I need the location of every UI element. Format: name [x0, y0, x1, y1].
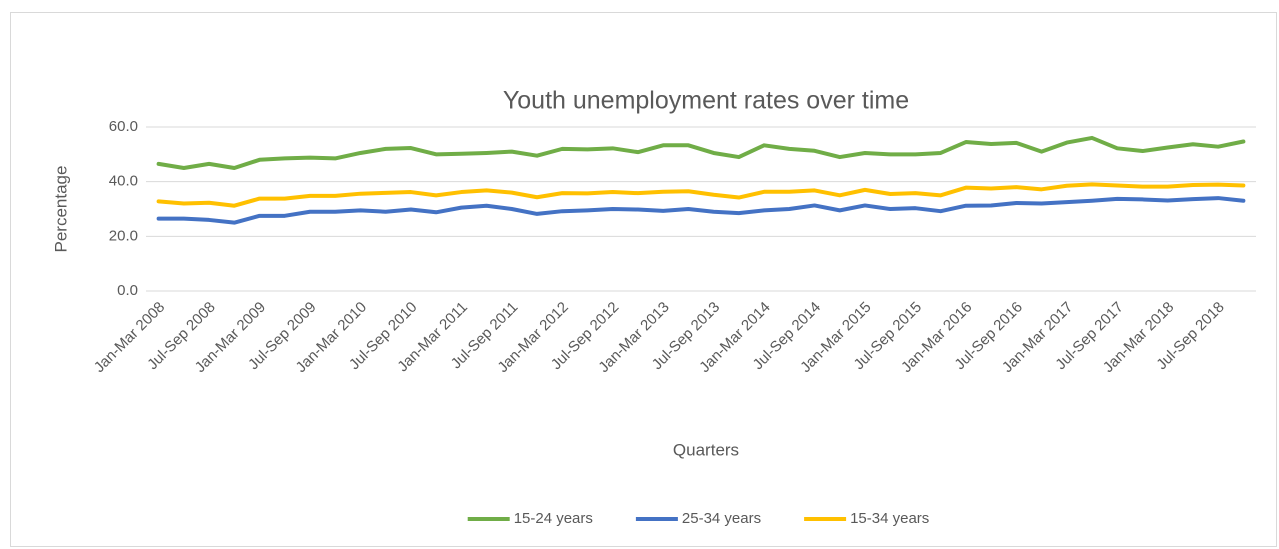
legend-label: 25-34 years [682, 510, 761, 527]
chart-title: Youth unemployment rates over time [503, 87, 909, 115]
line-series [156, 196, 1246, 225]
x-axis-title: Quarters [673, 440, 739, 459]
y-tick-label: 60.0 [109, 118, 138, 135]
legend-label: 15-24 years [514, 510, 593, 527]
y-tick-label: 20.0 [109, 227, 138, 244]
line-series [156, 135, 1246, 170]
y-tick-label: 0.0 [117, 282, 138, 299]
chart-border [10, 12, 1277, 547]
line-series [156, 182, 1246, 208]
y-tick-label: 40.0 [109, 173, 138, 190]
y-axis-title: Percentage [51, 166, 70, 253]
legend-label: 15-34 years [850, 510, 929, 527]
